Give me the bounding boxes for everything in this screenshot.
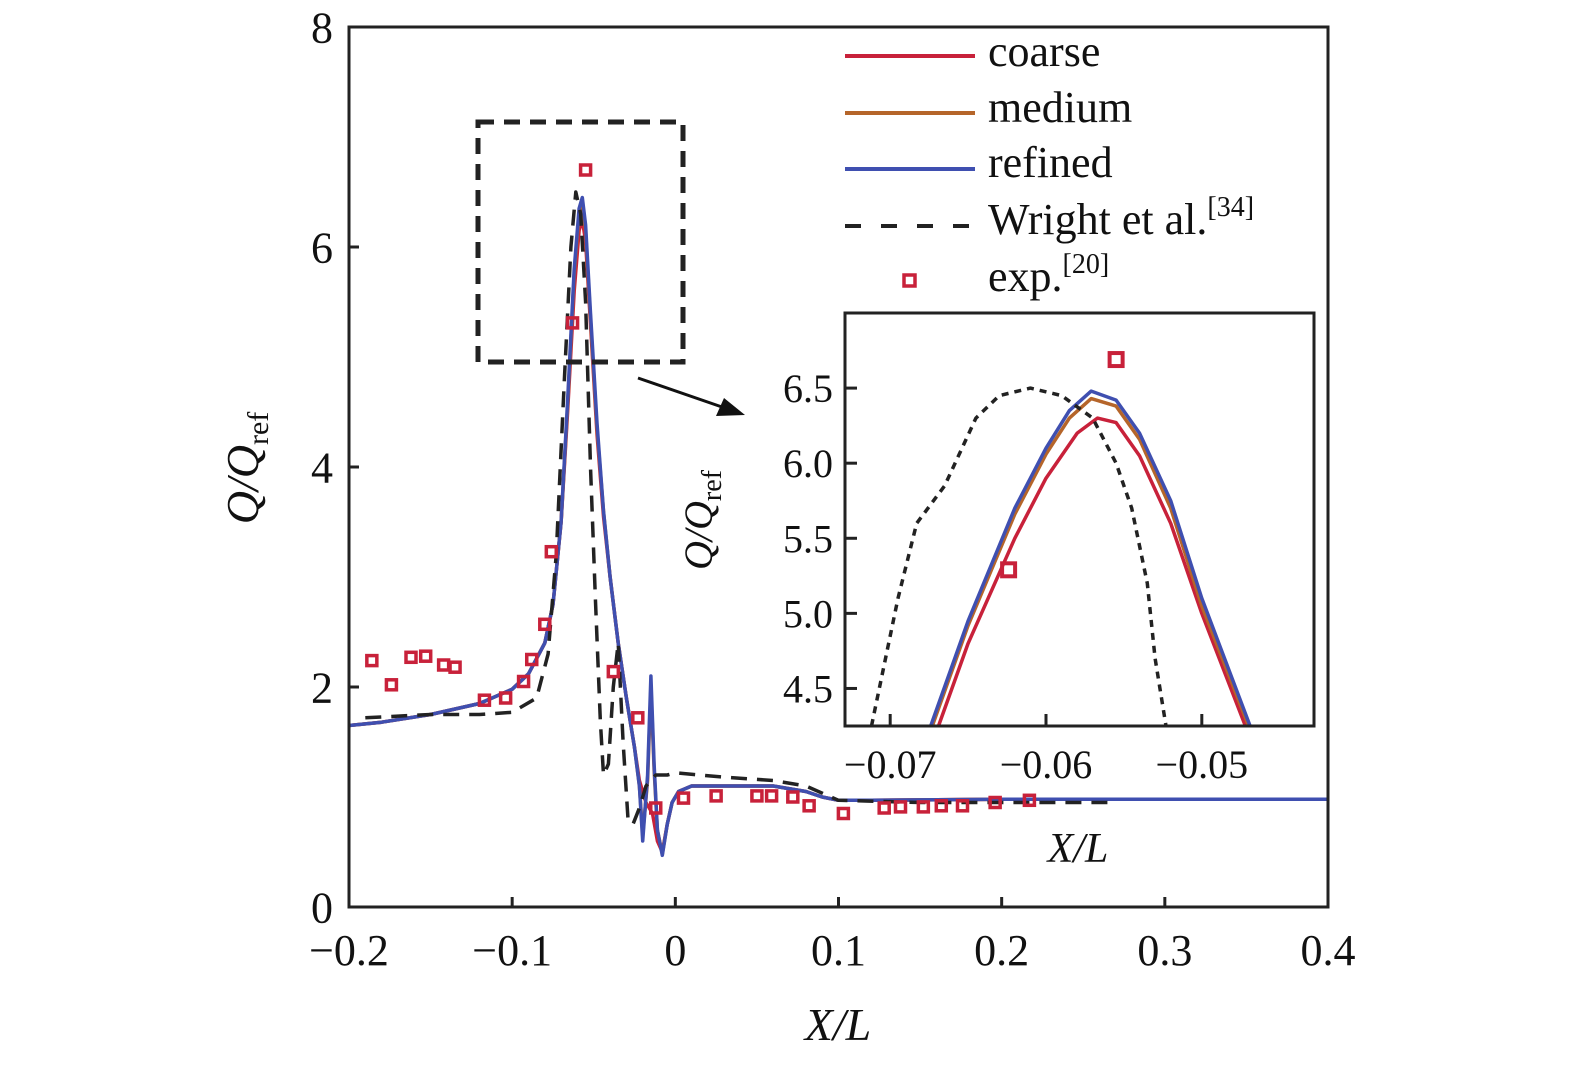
legend-label-refined: refined [988,138,1113,187]
exp-point [578,163,593,177]
inset-series-coarse [936,416,1248,726]
inset-y-tick-label: 6.5 [783,366,833,411]
inset-y-axis-label: Q/Qref [676,469,728,570]
exp-point [802,799,816,813]
exp-point [934,799,949,813]
exp-point [516,674,531,689]
inset-x-tick-label: −0.06 [1000,742,1093,787]
inset-y-axis-label-main: Q/Q [676,501,721,570]
zoom-region-box [475,119,686,365]
y-tick-label: 8 [311,3,333,52]
exp-point [365,653,379,668]
svg-text:Q/Qref: Q/Qref [217,412,275,525]
exp-point [676,791,691,805]
legend-label-medium: medium [988,83,1132,132]
x-tick-label: 0.1 [811,926,866,975]
inset-y-tick-label: 4.5 [783,666,833,711]
x-axis-label: X/L [803,999,871,1050]
x-tick-label: 0 [664,926,686,975]
y-axis-label-main: Q/Q [217,445,268,524]
inset-x-tick-label: −0.05 [1156,742,1249,787]
series-wright-et-al [365,190,1116,827]
legend-marker-exp [902,273,917,288]
y-tick-label: 6 [311,223,333,272]
exp-point [436,658,451,672]
inset-y-tick-label: 5.5 [783,516,833,561]
exp-point [384,678,399,692]
x-tick-label: 0.2 [974,926,1029,975]
exp-point [544,544,559,559]
exp-point [477,693,492,707]
exp-point [1022,793,1037,808]
exp-point [538,617,552,632]
inset-background [845,313,1314,726]
exp-point [893,800,908,814]
legend-label-wright: Wright et al.[34] [988,192,1254,244]
exp-point [649,801,663,815]
inset-y-tick-label: 6.0 [783,441,833,486]
x-tick-label: 0.3 [1137,926,1192,975]
exp-point [916,800,931,814]
x-tick-label: −0.2 [309,926,389,975]
inset-series-medium [930,396,1251,726]
exp-point [988,795,1002,810]
svg-text:Q/Qref: Q/Qref [676,469,728,570]
exp-point [418,649,433,663]
inset-plot-marks [869,351,1252,726]
main-plot-marks [349,163,1328,858]
inset-exp-point [1000,561,1018,579]
exp-point [524,652,539,667]
series-refined [349,195,1328,858]
y-axis-label-sub: ref [242,412,275,445]
exp-point [764,789,779,803]
exp-point [786,790,800,804]
x-tick-label: 0.4 [1301,926,1356,975]
exp-point [836,806,851,821]
y-axis-label: Q/Qref [217,412,275,525]
exp-point [404,650,418,665]
inset-x-tick-label: −0.07 [844,742,937,787]
y-tick-label: 4 [311,443,333,492]
legend-label-exp: exp.[20] [988,249,1109,301]
exp-point [877,801,891,815]
zoom-arrow [637,376,745,416]
exp-point [448,660,462,674]
exp-point [750,789,764,803]
inset-x-axis-label: X/L [1046,826,1109,872]
legend: coarse medium refined Wright et al.[34] … [845,27,1254,301]
inset-series-wright-et-al [869,386,1168,726]
inset-exp-point [1107,351,1125,369]
exp-point [631,711,645,725]
exp-point [498,691,513,705]
legend-label-coarse: coarse [988,27,1100,76]
inset-series-refined [929,389,1252,726]
main-axes: −0.2 −0.1 0 0.1 0.2 0.3 0.4 0 2 4 6 8 [309,3,1355,975]
inset-axes: −0.07 −0.06 −0.05 4.5 5.0 5.5 6.0 6.5 [783,311,1316,787]
inset-plot-frame [843,311,1316,728]
inset-y-axis-label-sub: ref [697,469,728,501]
exp-point [565,316,580,330]
exp-point [955,799,970,813]
inset-y-tick-label: 5.0 [783,591,833,636]
x-tick-label: −0.1 [472,926,552,975]
y-tick-label: 2 [311,663,333,712]
exp-point [709,789,723,803]
exp-point [606,664,621,679]
y-tick-label: 0 [311,883,333,932]
